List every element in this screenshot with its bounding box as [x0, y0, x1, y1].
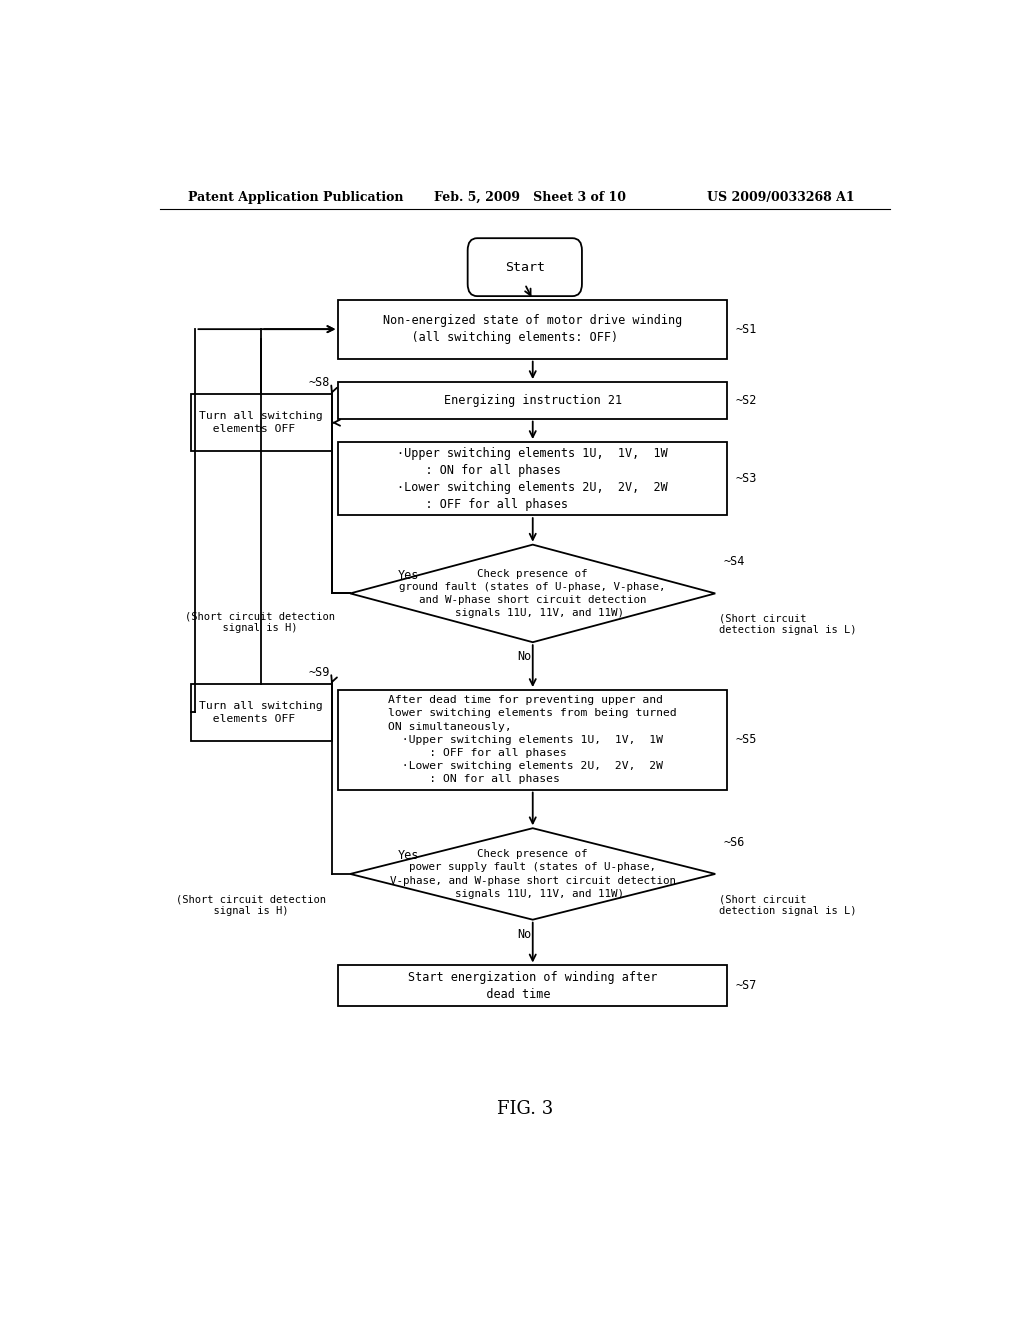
- Text: Turn all switching
  elements OFF: Turn all switching elements OFF: [200, 701, 324, 723]
- Text: Energizing instruction 21: Energizing instruction 21: [443, 393, 622, 407]
- Bar: [338, 442, 727, 515]
- Text: Turn all switching
  elements OFF: Turn all switching elements OFF: [200, 411, 324, 434]
- FancyBboxPatch shape: [468, 238, 582, 296]
- Bar: [190, 395, 332, 451]
- Polygon shape: [350, 545, 715, 643]
- Text: ·Upper switching elements 1U,  1V,  1W
    : ON for all phases
·Lower switching : ·Upper switching elements 1U, 1V, 1W : O…: [397, 446, 668, 511]
- Text: ~S1: ~S1: [735, 322, 757, 335]
- Text: Start energization of winding after
           dead time: Start energization of winding after dead…: [408, 970, 657, 1001]
- Text: Patent Application Publication: Patent Application Publication: [187, 190, 403, 203]
- Text: (Short circuit
detection signal is L): (Short circuit detection signal is L): [719, 614, 857, 635]
- Text: After dead time for preventing upper and
lower switching elements from being tur: After dead time for preventing upper and…: [388, 696, 677, 784]
- Text: ~S9: ~S9: [308, 665, 330, 678]
- Text: ~S8: ~S8: [308, 376, 330, 389]
- Text: ~S3: ~S3: [735, 473, 757, 484]
- Text: No: No: [517, 651, 531, 664]
- Text: (Short circuit detection
      signal is H): (Short circuit detection signal is H): [185, 611, 335, 634]
- Bar: [190, 684, 332, 741]
- Text: FIG. 3: FIG. 3: [497, 1100, 553, 1118]
- Text: ~S5: ~S5: [735, 734, 757, 746]
- Text: Feb. 5, 2009   Sheet 3 of 10: Feb. 5, 2009 Sheet 3 of 10: [433, 190, 626, 203]
- Text: No: No: [517, 928, 531, 941]
- Text: Yes: Yes: [397, 849, 419, 862]
- Text: (Short circuit detection
      signal is H): (Short circuit detection signal is H): [176, 894, 326, 916]
- Bar: [338, 381, 727, 418]
- Text: Yes: Yes: [397, 569, 419, 582]
- Text: ~S7: ~S7: [735, 979, 757, 993]
- Text: (Short circuit
detection signal is L): (Short circuit detection signal is L): [719, 894, 857, 916]
- Text: ~S2: ~S2: [735, 393, 757, 407]
- Text: US 2009/0033268 A1: US 2009/0033268 A1: [708, 190, 855, 203]
- Bar: [338, 965, 727, 1006]
- Text: Check presence of
ground fault (states of U-phase, V-phase,
and W-phase short ci: Check presence of ground fault (states o…: [399, 569, 666, 618]
- Bar: [338, 690, 727, 789]
- Text: Start: Start: [505, 260, 545, 273]
- Polygon shape: [350, 828, 715, 920]
- Text: ~S4: ~S4: [723, 554, 744, 568]
- Text: Check presence of
power supply fault (states of U-phase,
V-phase, and W-phase sh: Check presence of power supply fault (st…: [390, 849, 676, 899]
- Bar: [338, 300, 727, 359]
- Text: ~S6: ~S6: [723, 837, 744, 849]
- Text: Non-energized state of motor drive winding
    (all switching elements: OFF): Non-energized state of motor drive windi…: [383, 314, 682, 345]
